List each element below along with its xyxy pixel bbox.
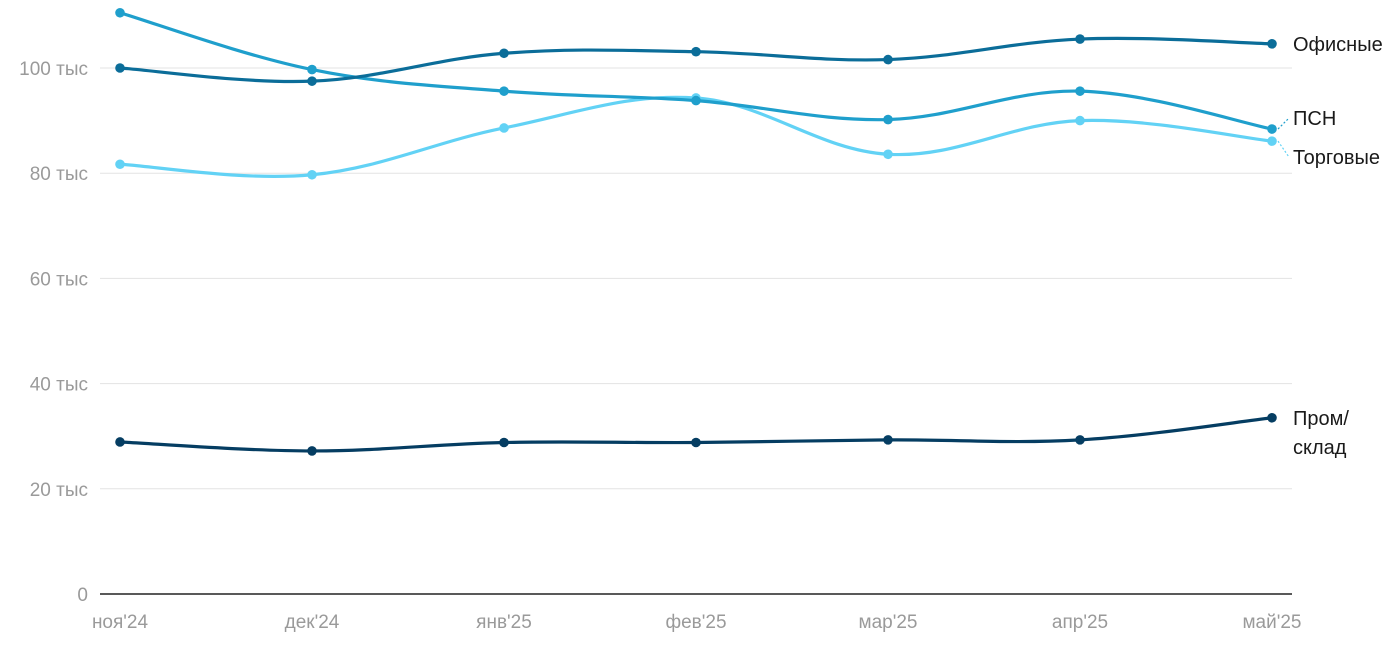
- y-tick-label: 20 тыс: [30, 480, 88, 501]
- data-point: [883, 435, 893, 445]
- label-leader-line: [1277, 140, 1290, 158]
- label-leader-line: [1277, 117, 1290, 130]
- x-tick-label: мар'25: [859, 612, 918, 633]
- data-point: [499, 123, 509, 133]
- data-point: [115, 7, 125, 18]
- data-point: [115, 159, 125, 170]
- data-point: [1075, 115, 1085, 126]
- data-point: [691, 46, 701, 57]
- data-point: [307, 76, 317, 86]
- data-point: [1267, 412, 1277, 423]
- x-tick-label: ноя'24: [92, 612, 149, 633]
- series-lines: [115, 7, 1277, 456]
- data-point: [115, 437, 125, 447]
- y-tick-label: 40 тыс: [30, 375, 88, 396]
- data-point: [883, 54, 893, 65]
- data-point: [307, 169, 317, 180]
- data-point: [499, 48, 509, 59]
- series-label: ПСН: [1293, 108, 1336, 130]
- y-tick-label: 0: [77, 585, 88, 606]
- y-tick-label: 100 тыс: [19, 59, 88, 80]
- data-point: [1075, 435, 1085, 445]
- data-point: [1075, 86, 1085, 96]
- data-point: [499, 437, 509, 448]
- series-label: склад: [1293, 437, 1347, 459]
- y-tick-label: 80 тыс: [30, 164, 88, 185]
- x-axis-ticks: ноя'24 дек'24 янв'25 фев'25 мар'25 апр'25 май'…: [92, 612, 1302, 633]
- y-axis-ticks: 0 20 тыс 40 тыс 60 тыс 80 тыс 100 тыс: [19, 59, 88, 606]
- data-point: [1075, 34, 1085, 44]
- data-point: [1267, 136, 1277, 146]
- x-tick-label: май'25: [1242, 612, 1301, 633]
- series-line: [118, 11, 1274, 131]
- data-point: [1267, 124, 1277, 134]
- x-tick-label: апр'25: [1052, 612, 1108, 633]
- data-point: [883, 149, 893, 160]
- series-label: Офисные: [1293, 34, 1383, 56]
- series-label: Торговые: [1293, 147, 1380, 169]
- series-line: [118, 95, 1274, 178]
- x-tick-label: фев'25: [665, 612, 726, 633]
- x-tick-label: янв'25: [476, 612, 532, 633]
- data-point: [691, 437, 701, 448]
- series-label: Пром/: [1293, 408, 1349, 430]
- series-labels: Офисные ПСН Торговые Пром/склад: [1277, 34, 1383, 459]
- data-point: [499, 86, 509, 96]
- gridlines: [100, 67, 1292, 595]
- data-point: [307, 446, 317, 456]
- data-point: [691, 95, 701, 106]
- data-point: [1267, 39, 1277, 49]
- series-line: [118, 36, 1274, 84]
- data-point: [115, 63, 125, 73]
- x-tick-label: дек'24: [285, 612, 340, 633]
- y-tick-label: 60 тыс: [30, 269, 88, 290]
- data-point: [307, 64, 317, 75]
- data-point: [883, 114, 893, 125]
